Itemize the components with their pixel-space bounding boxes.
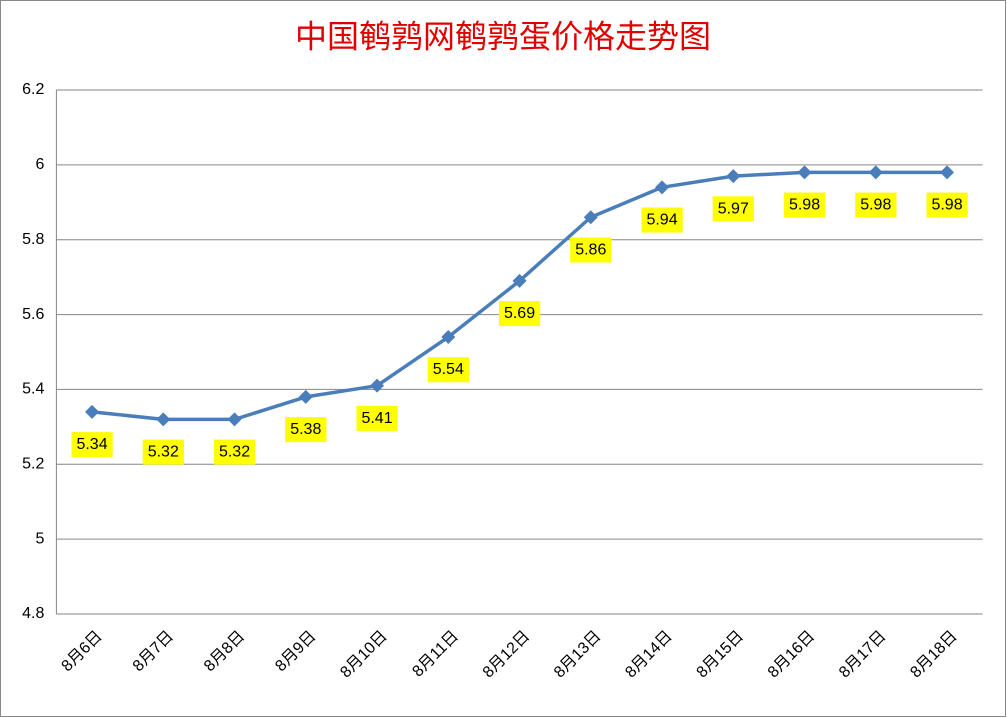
data-label-text: 5.32	[148, 444, 179, 461]
data-label-text: 5.38	[290, 421, 321, 438]
data-label-text: 5.86	[575, 241, 606, 258]
data-label: 5.98	[783, 192, 826, 218]
data-label-box	[71, 432, 113, 458]
y-tick-label: 5	[35, 530, 44, 547]
data-label: 5.69	[498, 301, 541, 327]
data-label-text: 5.69	[504, 305, 535, 322]
data-label-text: 5.94	[646, 212, 677, 229]
data-label-box	[142, 439, 184, 465]
data-label-box	[712, 196, 754, 222]
data-label: 5.86	[570, 237, 612, 263]
data-label: 5.32	[142, 439, 184, 465]
data-label-text: 5.97	[718, 200, 749, 217]
y-tick-label: 5.6	[22, 306, 44, 323]
data-label: 5.97	[712, 196, 754, 222]
data-label: 5.54	[427, 357, 469, 383]
chart-title: 中国鹌鹑网鹌鹑蛋价格走势图	[295, 18, 711, 54]
data-label: 5.94	[641, 207, 683, 233]
data-label-text: 5.54	[433, 361, 464, 378]
data-point	[868, 165, 883, 180]
data-label: 5.32	[213, 439, 256, 465]
data-label: 5.34	[71, 432, 113, 458]
data-label-box	[570, 237, 612, 263]
data-label-text: 5.98	[931, 197, 962, 214]
data-label-text: 5.98	[789, 197, 820, 214]
y-tick-label: 6	[35, 156, 44, 173]
data-label: 5.98	[926, 192, 968, 218]
y-tick-label: 5.4	[22, 381, 44, 398]
data-label-box	[783, 192, 826, 218]
data-point	[583, 210, 598, 225]
data-point	[940, 165, 955, 180]
data-label: 5.98	[855, 192, 897, 218]
y-tick-label: 5.8	[22, 231, 44, 248]
data-label-text: 5.32	[219, 444, 250, 461]
data-label-text: 5.41	[361, 410, 392, 427]
y-tick-label: 4.8	[22, 605, 44, 622]
data-label-box	[213, 439, 256, 465]
y-tick-label: 5.2	[22, 456, 44, 473]
data-label-box	[285, 417, 327, 443]
data-point	[227, 412, 242, 427]
data-point	[370, 378, 385, 393]
data-label-box	[641, 207, 683, 233]
data-label-box	[926, 192, 968, 218]
data-label-box	[427, 357, 469, 383]
data-point	[512, 273, 527, 288]
data-point	[655, 180, 670, 195]
data-label-text: 5.34	[76, 436, 107, 453]
data-label: 5.41	[356, 405, 398, 431]
data-point	[156, 412, 171, 427]
data-point	[441, 330, 456, 345]
data-label-text: 5.98	[860, 197, 891, 214]
data-point	[298, 389, 313, 404]
data-label: 5.38	[285, 417, 327, 443]
data-point	[726, 169, 741, 184]
data-point	[85, 404, 100, 419]
data-label-box	[356, 405, 398, 431]
y-tick-label: 6.2	[22, 81, 44, 98]
data-label-box	[855, 192, 897, 218]
data-label-box	[498, 301, 541, 327]
data-point	[797, 165, 812, 180]
